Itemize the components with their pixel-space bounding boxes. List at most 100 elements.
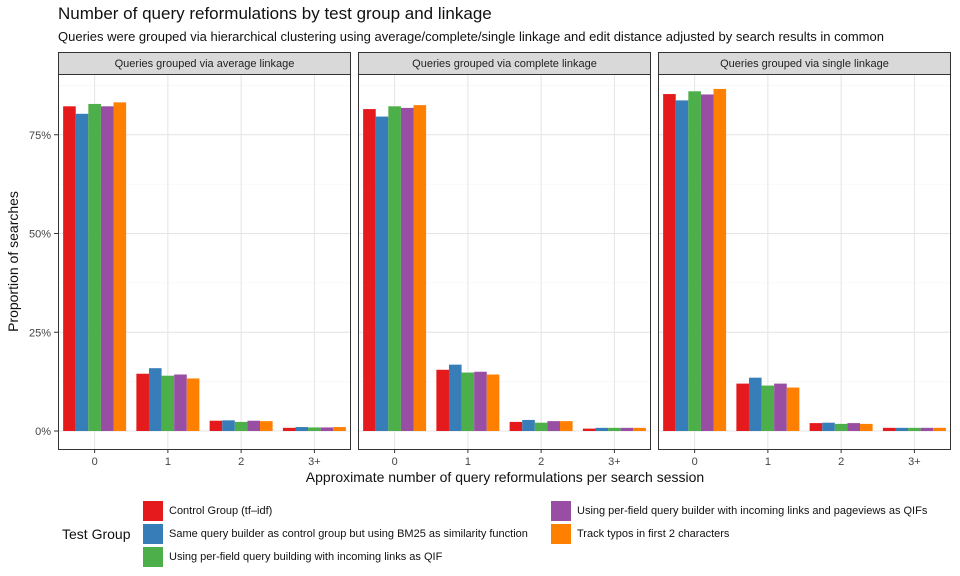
bar: [136, 373, 149, 431]
legend-item-typos: Track typos in first 2 characters: [551, 523, 729, 545]
legend-key-qif-links: [143, 547, 163, 567]
bar: [413, 105, 427, 432]
bar: [63, 106, 76, 431]
y-axis-title: Proportion of searches: [5, 191, 21, 332]
faceted-bar-chart: Queries grouped via average linkage 0 1 2 3+…: [5, 52, 951, 485]
bar: [688, 91, 701, 432]
legend-title: Test Group: [62, 526, 131, 542]
bar: [88, 103, 101, 431]
bar: [534, 422, 548, 431]
x-tick-label: 1: [165, 456, 171, 468]
x-tick-label: 2: [538, 456, 544, 468]
bar: [509, 421, 523, 431]
facet-strip-label-1: Queries grouped via complete linkage: [412, 58, 597, 70]
legend-label-bm25: Same query builder as control group but …: [169, 528, 528, 540]
legend-label-qif-links: Using per-field query building with inco…: [169, 551, 443, 563]
bar: [633, 427, 646, 431]
legend-item-qif-pageviews: Using per-field query builder with incom…: [551, 500, 927, 522]
bar: [363, 109, 376, 431]
bar: [895, 427, 909, 431]
bar: [786, 387, 800, 431]
chart-title: Number of query reformulations by test g…: [58, 4, 492, 23]
bar: [234, 421, 248, 431]
bar: [282, 427, 296, 431]
legend-label-typos: Track typos in first 2 characters: [577, 528, 730, 540]
x-tick-label: 3+: [308, 456, 321, 468]
x-tick-label: 0: [392, 456, 398, 468]
x-tick-label: 3+: [608, 456, 621, 468]
bar: [260, 421, 273, 432]
bar: [834, 423, 848, 431]
bar: [148, 368, 162, 431]
bar: [920, 427, 934, 431]
bar: [547, 421, 561, 432]
bar: [174, 374, 187, 431]
bar: [761, 385, 775, 431]
bar: [620, 427, 634, 431]
x-tick-label: 2: [838, 456, 844, 468]
bar: [882, 427, 896, 431]
bar: [663, 94, 676, 431]
bar: [100, 106, 114, 431]
bar: [860, 423, 873, 431]
bar: [308, 427, 321, 431]
bar: [522, 419, 535, 431]
bar: [388, 106, 401, 431]
legend-item-control: Control Group (tf–idf): [143, 500, 272, 522]
bar: [608, 427, 621, 431]
legend-item-qif-links: Using per-field query building with inco…: [143, 546, 442, 568]
bar: [582, 428, 596, 431]
legend: Test Group Control Group (tf–idf) Same q…: [62, 498, 957, 574]
bar: [333, 427, 346, 431]
bar: [295, 427, 309, 431]
panel-border-1: [358, 74, 651, 450]
bar: [736, 383, 749, 431]
bar: [560, 421, 573, 432]
bar: [675, 100, 689, 431]
bar: [75, 113, 89, 431]
bar: [809, 423, 823, 431]
x-tick-label: 1: [465, 456, 471, 468]
y-tick-label: 25%: [29, 327, 51, 339]
y-tick-label: 75%: [29, 130, 51, 142]
legend-key-typos: [551, 524, 571, 544]
bar: [461, 372, 475, 431]
facet-strip-label-2: Queries grouped via single linkage: [720, 58, 889, 70]
bar: [247, 420, 261, 431]
x-tick-label: 2: [238, 456, 244, 468]
bar: [822, 422, 835, 431]
bar: [474, 371, 487, 431]
legend-key-bm25: [143, 524, 163, 544]
x-tick-label: 1: [765, 456, 771, 468]
bar: [161, 375, 175, 431]
panel-border-0: [58, 74, 351, 450]
facet-strip-label-0: Queries grouped via average linkage: [115, 58, 295, 70]
bar: [713, 88, 727, 432]
bar: [436, 369, 449, 431]
x-tick-label: 0: [92, 456, 98, 468]
chart-subtitle: Queries were grouped via hierarchical cl…: [58, 29, 884, 44]
bar: [375, 116, 389, 431]
legend-key-control: [143, 501, 163, 521]
bar: [186, 378, 200, 431]
bar: [222, 420, 235, 431]
bar: [700, 94, 714, 432]
legend-key-qif-pageviews: [551, 501, 571, 521]
legend-label-control: Control Group (tf–idf): [169, 505, 273, 517]
x-axis-title: Approximate number of query reformulatio…: [306, 469, 704, 485]
panel-border-2: [658, 74, 951, 450]
bar: [908, 427, 921, 431]
bar: [209, 420, 223, 431]
bar: [448, 364, 462, 431]
bar: [400, 107, 414, 431]
bar: [847, 423, 861, 431]
bar: [486, 374, 500, 431]
bar: [113, 102, 127, 432]
legend-item-bm25: Same query builder as control group but …: [143, 523, 528, 545]
bar: [320, 427, 334, 431]
bar: [774, 383, 787, 431]
bar: [748, 377, 762, 431]
y-tick-label: 0%: [35, 426, 51, 438]
bar: [595, 427, 609, 431]
x-tick-label: 3+: [908, 456, 921, 468]
